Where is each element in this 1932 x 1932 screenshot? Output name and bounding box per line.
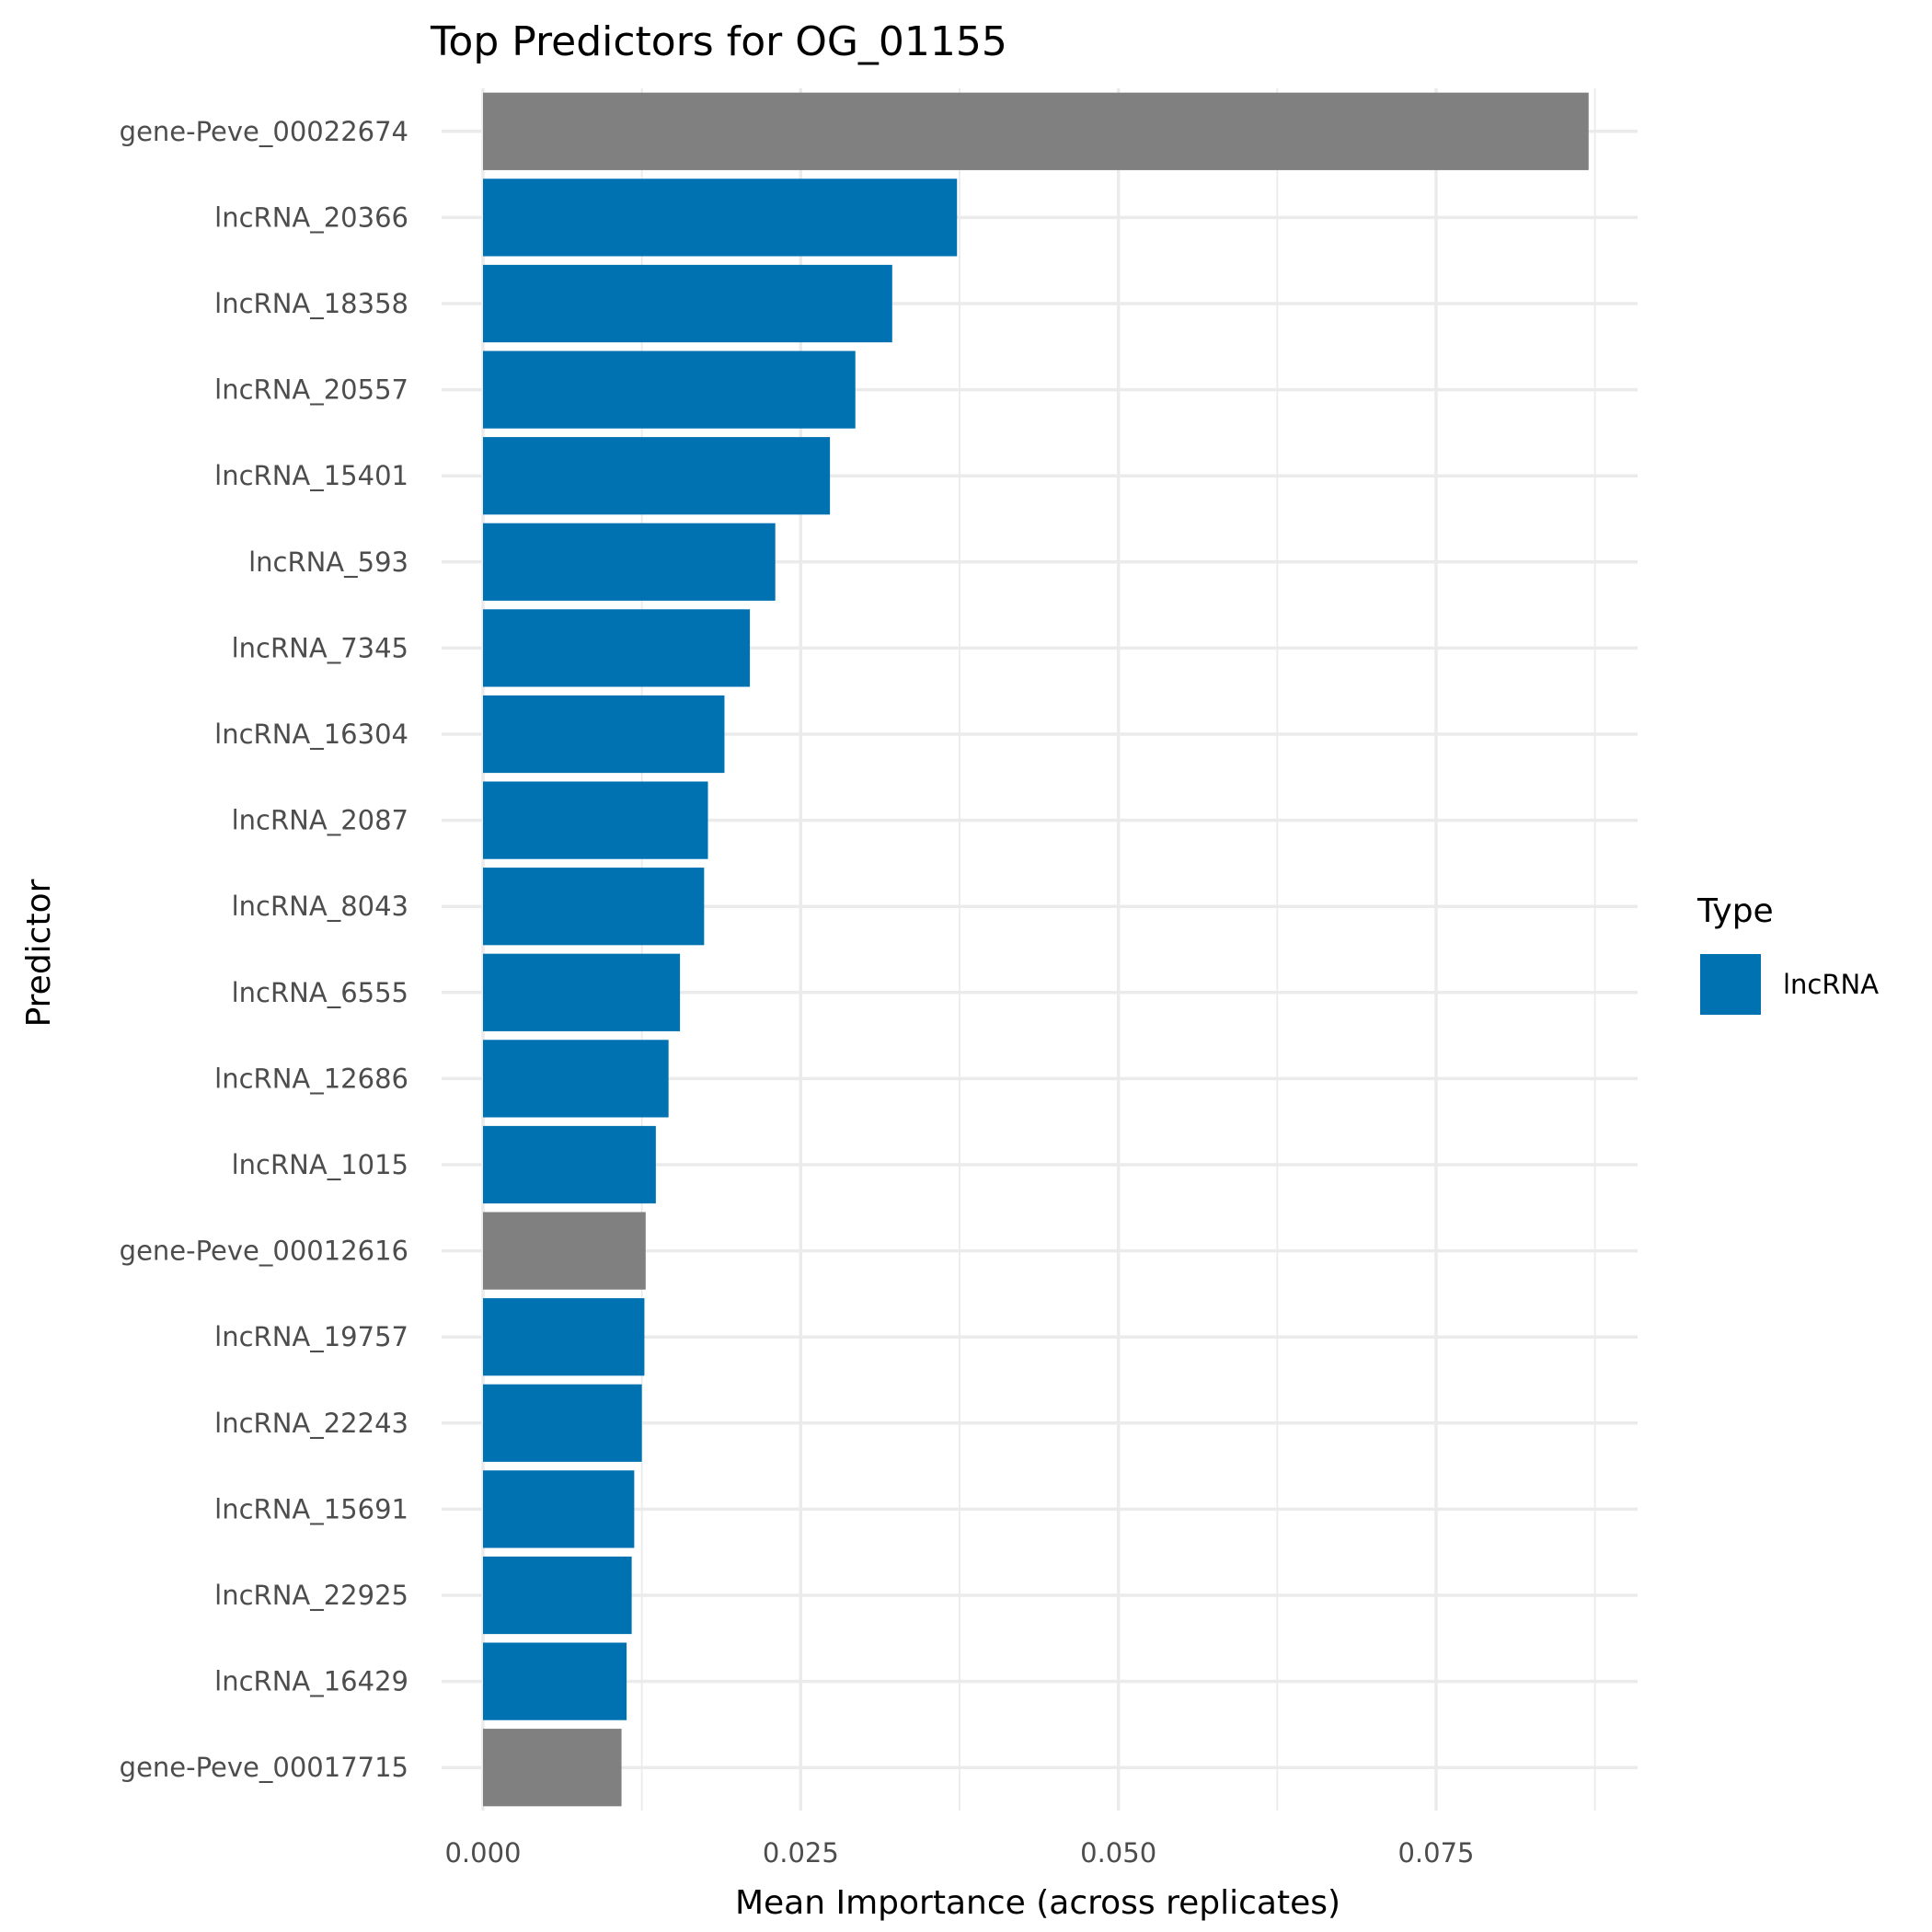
bar bbox=[483, 1040, 669, 1118]
y-tick-label: lncRNA_19757 bbox=[214, 1321, 408, 1352]
y-tick-label: lncRNA_7345 bbox=[232, 632, 408, 663]
y-tick-label: lncRNA_15401 bbox=[214, 460, 408, 491]
x-tick-label: 0.050 bbox=[1080, 1837, 1156, 1869]
x-tick-label: 0.000 bbox=[444, 1837, 521, 1869]
y-tick-label: lncRNA_18358 bbox=[214, 288, 408, 319]
bar bbox=[483, 178, 958, 257]
bar bbox=[483, 1384, 642, 1462]
y-axis-title: Predictor bbox=[20, 879, 58, 1027]
y-tick-label: lncRNA_6555 bbox=[232, 977, 408, 1008]
x-tick-labels: 0.000 0.025 0.050 0.075 bbox=[444, 1837, 1474, 1869]
y-tick-label: lncRNA_22243 bbox=[214, 1408, 408, 1439]
y-tick-label: lncRNA_22925 bbox=[214, 1580, 408, 1611]
bar bbox=[483, 781, 708, 859]
y-tick-label: gene-Peve_00022674 bbox=[120, 116, 408, 147]
bar bbox=[483, 695, 725, 774]
bar bbox=[483, 1470, 635, 1548]
y-tick-label: lncRNA_20557 bbox=[214, 374, 408, 406]
bar bbox=[483, 868, 705, 946]
y-tick-label: lncRNA_2087 bbox=[232, 805, 408, 836]
legend-key-lncrna bbox=[1700, 954, 1761, 1015]
y-tick-label: lncRNA_8043 bbox=[232, 891, 408, 922]
y-tick-label: lncRNA_1015 bbox=[232, 1149, 408, 1180]
legend-label-lncrna: lncRNA bbox=[1783, 969, 1879, 1000]
bar bbox=[483, 1556, 632, 1635]
bar bbox=[483, 1125, 656, 1204]
x-tick-label: 0.025 bbox=[763, 1837, 839, 1869]
y-tick-labels: gene-Peve_00022674 lncRNA_20366 lncRNA_183… bbox=[120, 116, 408, 1783]
x-tick-label: 0.075 bbox=[1397, 1837, 1474, 1869]
y-tick-label: lncRNA_12686 bbox=[214, 1063, 408, 1094]
bars bbox=[483, 92, 1589, 1807]
x-axis-title: Mean Importance (across replicates) bbox=[735, 1884, 1340, 1922]
y-tick-label: gene-Peve_00012616 bbox=[120, 1236, 408, 1267]
legend: Type lncRNA bbox=[1696, 892, 1879, 1015]
y-tick-label: lncRNA_20366 bbox=[214, 201, 408, 233]
bar bbox=[483, 953, 681, 1031]
bar bbox=[483, 1298, 645, 1376]
bar bbox=[483, 351, 856, 429]
bar bbox=[483, 1729, 622, 1807]
bar bbox=[483, 264, 892, 343]
bar bbox=[483, 1642, 627, 1720]
bar bbox=[483, 92, 1589, 170]
bar bbox=[483, 437, 831, 515]
gridlines bbox=[442, 88, 1638, 1811]
y-tick-label: lncRNA_15691 bbox=[214, 1493, 408, 1524]
y-tick-label: gene-Peve_00017715 bbox=[120, 1752, 408, 1783]
chart-title: Top Predictors for OG_01155 bbox=[430, 18, 1007, 65]
bar bbox=[483, 1212, 646, 1290]
y-tick-label: lncRNA_593 bbox=[248, 546, 408, 578]
y-tick-label: lncRNA_16429 bbox=[214, 1666, 408, 1697]
bar bbox=[483, 523, 776, 601]
bar bbox=[483, 609, 751, 687]
legend-title: Type bbox=[1696, 892, 1774, 930]
y-tick-label: lncRNA_16304 bbox=[214, 719, 408, 750]
